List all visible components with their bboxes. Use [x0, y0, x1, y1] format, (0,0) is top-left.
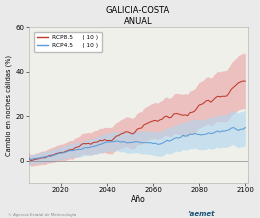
Text: © Agencia Estatal de Meteorología: © Agencia Estatal de Meteorología: [8, 213, 76, 217]
Y-axis label: Cambio en noches cálidas (%): Cambio en noches cálidas (%): [5, 54, 12, 156]
X-axis label: Año: Año: [131, 195, 145, 204]
Text: ’aemet: ’aemet: [187, 211, 215, 217]
Legend: RCP8.5     ( 10 ), RCP4.5     ( 10 ): RCP8.5 ( 10 ), RCP4.5 ( 10 ): [34, 32, 102, 52]
Title: GALICIA-COSTA
ANUAL: GALICIA-COSTA ANUAL: [106, 5, 170, 26]
